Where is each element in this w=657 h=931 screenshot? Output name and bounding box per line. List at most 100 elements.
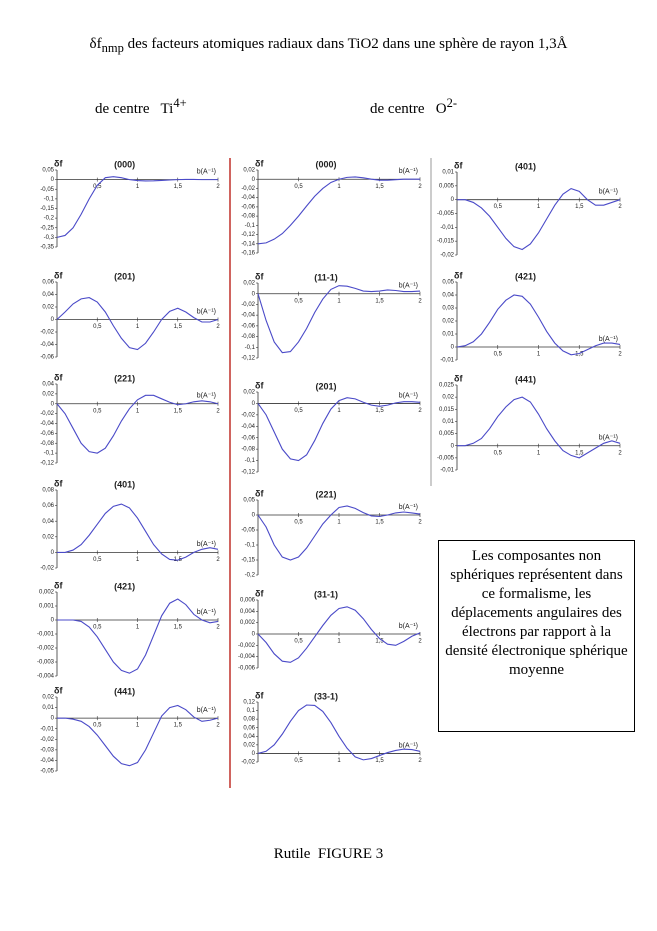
y-tick-label: -0,25 bbox=[40, 225, 54, 231]
y-tick-label: 0 bbox=[252, 401, 256, 407]
x-tick-label: 1 bbox=[136, 723, 140, 729]
chart-title: (11-1) bbox=[314, 272, 338, 282]
y-tick-label: 0 bbox=[451, 345, 455, 351]
y-tick-label: -0,005 bbox=[437, 455, 455, 461]
y-tick-label: 0 bbox=[252, 177, 256, 183]
x-tick-label: 1 bbox=[136, 557, 140, 563]
y-tick-label: 0,04 bbox=[442, 293, 454, 299]
y-axis-label: δf bbox=[54, 478, 63, 488]
x-tick-label: 0,5 bbox=[294, 639, 303, 645]
y-tick-label: 0,1 bbox=[247, 708, 256, 714]
y-tick-label: -0,02 bbox=[241, 412, 255, 418]
y-tick-label: -0,06 bbox=[40, 431, 54, 437]
chart-title: (000) bbox=[316, 159, 337, 169]
x-tick-label: 1,5 bbox=[174, 723, 183, 729]
y-tick-label: -0,005 bbox=[437, 211, 455, 217]
x-tick-label: 0,5 bbox=[93, 324, 102, 330]
x-tick-label: 1 bbox=[337, 520, 341, 526]
data-line bbox=[56, 394, 219, 454]
y-tick-label: -0,35 bbox=[40, 245, 54, 251]
y-tick-label: -0,1 bbox=[245, 345, 256, 351]
x-axis-label: b(A⁻¹) bbox=[399, 504, 418, 511]
x-tick-label: 1,5 bbox=[375, 408, 384, 414]
y-tick-label: -0,2 bbox=[44, 216, 55, 222]
y-tick-label: 0,04 bbox=[243, 734, 255, 740]
x-tick-label: 2 bbox=[216, 625, 220, 631]
y-tick-label: 0,05 bbox=[243, 498, 255, 504]
y-tick-label: 0,03 bbox=[442, 306, 454, 312]
y-tick-label: 0 bbox=[252, 291, 256, 297]
y-tick-label: -0,3 bbox=[44, 235, 55, 241]
y-tick-label: -0,1 bbox=[245, 458, 256, 464]
x-tick-label: 1,5 bbox=[174, 408, 183, 414]
data-line bbox=[56, 297, 219, 351]
x-tick-label: 1 bbox=[136, 625, 140, 631]
y-tick-label: -0,05 bbox=[40, 769, 54, 775]
y-tick-label: -0,04 bbox=[241, 424, 255, 430]
y-axis-label: δf bbox=[255, 588, 264, 598]
y-tick-label: -0,15 bbox=[241, 558, 255, 564]
x-tick-label: 1,5 bbox=[375, 298, 384, 304]
chart-title: (401) bbox=[114, 479, 135, 489]
title-symbol: δf bbox=[89, 36, 102, 52]
title-text: des facteurs atomiques radiaux dans TiO2… bbox=[123, 36, 568, 52]
x-tick-label: 2 bbox=[216, 324, 220, 330]
y-tick-label: -0,12 bbox=[241, 470, 255, 476]
y-tick-label: 0,04 bbox=[42, 382, 54, 388]
x-axis-label: b(A⁻¹) bbox=[399, 742, 418, 749]
x-tick-label: 1,5 bbox=[575, 450, 584, 456]
x-tick-label: 0,5 bbox=[93, 557, 102, 563]
y-axis-label: δf bbox=[255, 488, 264, 498]
x-axis-label: b(A⁻¹) bbox=[599, 189, 618, 196]
y-tick-label: 0,025 bbox=[439, 383, 455, 389]
y-axis-label: δf bbox=[255, 158, 264, 168]
x-axis-label: b(A⁻¹) bbox=[197, 168, 216, 175]
y-tick-label: 0 bbox=[51, 618, 55, 624]
y-tick-label: -0,06 bbox=[241, 204, 255, 210]
chart-title: (000) bbox=[114, 159, 135, 169]
y-tick-label: 0,02 bbox=[243, 168, 255, 174]
data-line bbox=[257, 505, 421, 561]
y-tick-label: -0,04 bbox=[241, 313, 255, 319]
x-tick-label: 1,5 bbox=[375, 520, 384, 526]
x-axis-label: b(A⁻¹) bbox=[399, 623, 418, 630]
y-tick-label: -0,004 bbox=[238, 654, 256, 660]
y-tick-label: -0,08 bbox=[40, 441, 54, 447]
y-tick-label: -0,08 bbox=[241, 447, 255, 453]
chart-title: (201) bbox=[316, 381, 337, 391]
data-line bbox=[257, 397, 421, 462]
y-tick-label: -0,01 bbox=[440, 225, 454, 231]
y-tick-label: 0 bbox=[51, 401, 55, 407]
data-line bbox=[456, 294, 621, 356]
y-tick-label: 0,02 bbox=[42, 391, 54, 397]
x-tick-label: 1,5 bbox=[375, 639, 384, 645]
x-tick-label: 0,5 bbox=[494, 450, 503, 456]
y-tick-label: -0,1 bbox=[245, 543, 256, 549]
y-tick-label: -0,01 bbox=[440, 358, 454, 364]
data-line bbox=[56, 176, 218, 238]
y-axis-label: δf bbox=[255, 380, 264, 390]
data-line bbox=[57, 503, 219, 561]
x-axis-label: b(A⁻¹) bbox=[197, 541, 216, 548]
x-tick-label: 1,5 bbox=[174, 625, 183, 631]
y-tick-label: 0 bbox=[451, 443, 455, 449]
y-tick-label: 0,02 bbox=[42, 305, 54, 311]
y-tick-label: 0,006 bbox=[240, 598, 256, 604]
y-tick-label: 0,04 bbox=[42, 519, 54, 525]
x-tick-label: 0,5 bbox=[93, 408, 102, 414]
y-tick-label: -0,12 bbox=[40, 461, 54, 467]
y-axis-label: δf bbox=[54, 372, 63, 382]
y-axis-label: δf bbox=[255, 690, 264, 700]
x-tick-label: 2 bbox=[418, 639, 422, 645]
y-tick-label: 0,005 bbox=[439, 431, 455, 437]
x-tick-label: 1 bbox=[337, 298, 341, 304]
y-tick-label: -0,006 bbox=[238, 666, 256, 672]
x-tick-label: 2 bbox=[216, 723, 220, 729]
y-tick-label: 0,06 bbox=[243, 725, 255, 731]
y-tick-label: -0,02 bbox=[40, 566, 54, 572]
data-line bbox=[57, 598, 219, 674]
x-tick-label: 0,5 bbox=[93, 625, 102, 631]
data-line bbox=[257, 176, 420, 245]
y-tick-label: -0,15 bbox=[40, 206, 54, 212]
